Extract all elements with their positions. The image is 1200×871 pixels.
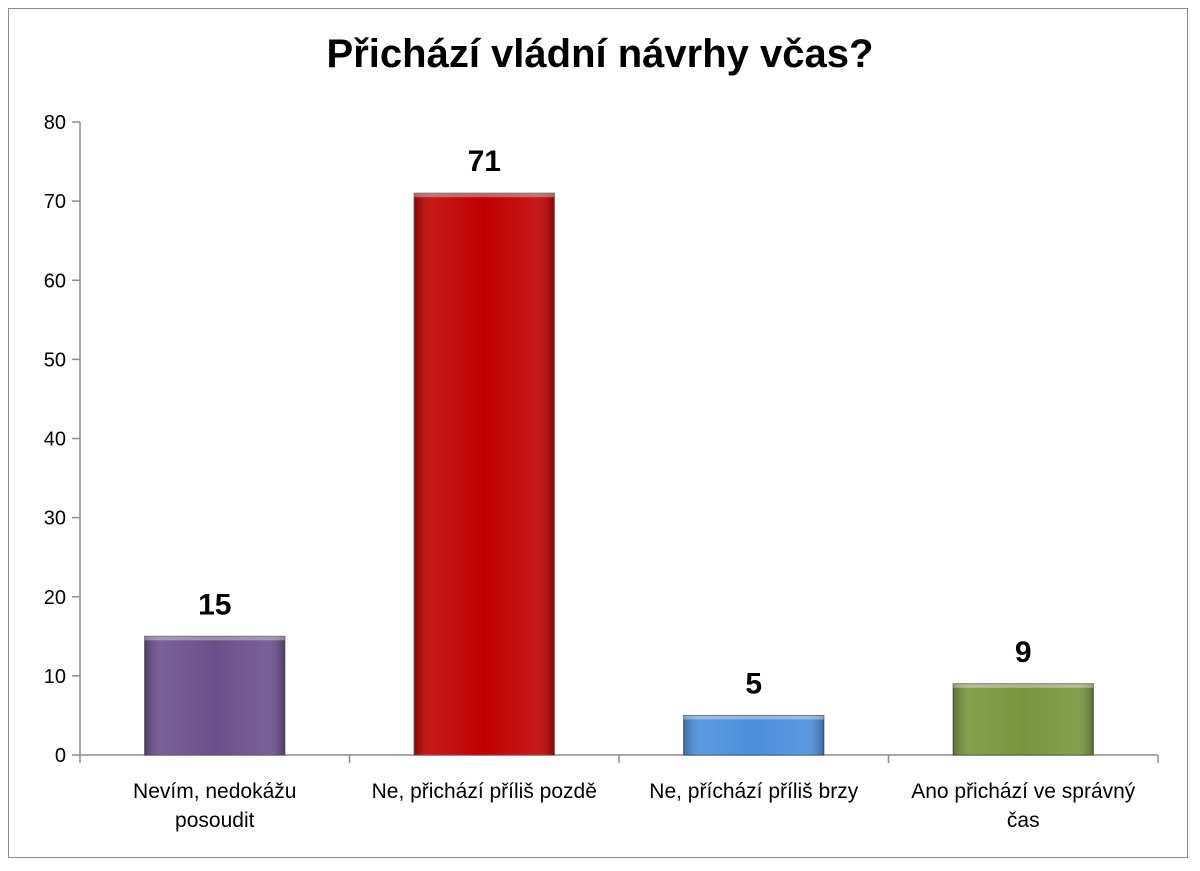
y-tick-label: 60 [44, 270, 66, 292]
y-tick-label: 40 [44, 429, 66, 451]
bar-cap [144, 636, 285, 641]
y-tick-label: 30 [44, 508, 66, 530]
bar-1 [144, 635, 286, 756]
bar-2 [413, 192, 555, 756]
y-tick-label: 50 [44, 349, 66, 371]
category-label-3: Ne, příchází příliš brzy [649, 780, 858, 803]
bar-4 [952, 683, 1094, 756]
y-tick-label: 0 [55, 745, 66, 767]
bar-3 [683, 714, 825, 756]
bars [144, 192, 1094, 756]
y-tick-label: 10 [44, 666, 66, 688]
bar-shade [144, 636, 285, 755]
category-label-1: posoudit [175, 809, 255, 832]
data-label-3: 5 [745, 667, 762, 700]
bar-cap [683, 715, 824, 720]
chart-title: Přichází vládní návrhy včas? [326, 32, 874, 76]
category-label-1: Nevím, nedokážu [133, 780, 296, 803]
category-label-4: Ano přichází ve správný [911, 780, 1136, 803]
y-tick-label: 20 [44, 587, 66, 609]
bar-shade [414, 193, 555, 755]
y-axis: 0 10 20 30 40 50 60 70 80 [44, 112, 81, 767]
y-tick-label: 70 [44, 191, 66, 213]
category-label-4: čas [1007, 809, 1040, 832]
data-label-4: 9 [1015, 636, 1032, 669]
bar-cap [414, 193, 555, 198]
category-label-2: Ne, přichází příliš pozdě [372, 780, 597, 803]
data-label-1: 15 [198, 588, 231, 621]
bar-shade [953, 683, 1094, 755]
bar-cap [953, 683, 1094, 688]
data-label-2: 71 [468, 145, 501, 178]
x-axis [79, 754, 1159, 763]
bar-shade [683, 715, 824, 755]
y-tick-label: 80 [44, 112, 66, 134]
labels: 15 Nevím, nedokážu posoudit 71 Ne, přichází … [133, 145, 1136, 832]
